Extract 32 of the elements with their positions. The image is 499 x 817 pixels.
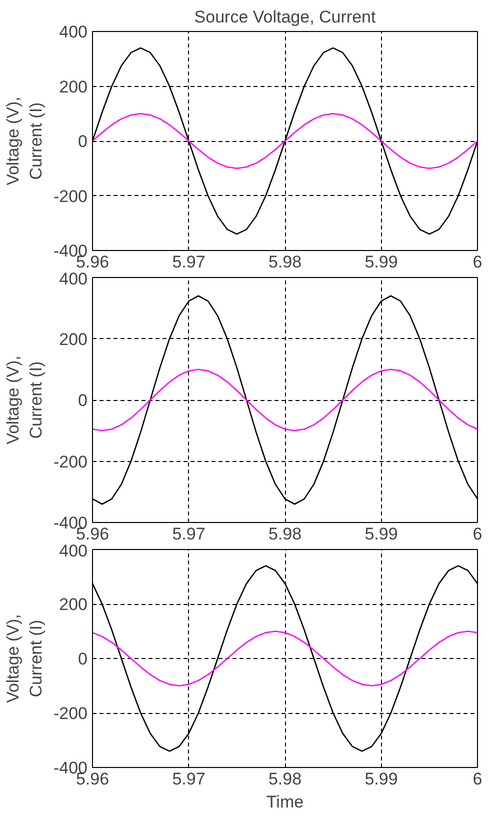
x-tick-label: 5.97 <box>172 770 206 788</box>
x-tick-label: 5.99 <box>364 252 398 272</box>
y-tick-label: 0 <box>78 391 88 410</box>
x-tick-label: 6 <box>472 770 482 788</box>
x-tick-label: 6 <box>472 252 482 272</box>
x-tick-label: 5.98 <box>268 252 302 272</box>
line-series <box>92 112 478 170</box>
y-axis-title: Voltage (V), Current (I) <box>4 614 46 703</box>
x-tick-label: 5.97 <box>172 524 206 544</box>
y-tick-label: 0 <box>78 132 88 151</box>
x-axis-title: Time <box>266 792 304 812</box>
y-tick-label: 400 <box>59 22 88 42</box>
x-tick-label: 5.99 <box>364 524 398 544</box>
y-tick-label: 200 <box>59 595 88 614</box>
x-tick-label: 5.98 <box>268 770 302 788</box>
x-tick-label: 5.97 <box>172 252 206 272</box>
x-tick-label: 6 <box>472 524 482 544</box>
y-tick-label: 200 <box>59 330 88 349</box>
y-axis-title: Voltage (V), Current (I) <box>4 96 46 186</box>
y-tick-label: -200 <box>53 186 88 206</box>
y-axis-title: Voltage (V), Current (I) <box>4 356 46 444</box>
x-tick-label: 5.98 <box>268 524 302 544</box>
chart-title: Source Voltage, Current <box>194 8 376 26</box>
y-tick-label: 400 <box>59 542 88 560</box>
x-tick-label: 5.99 <box>364 770 398 788</box>
y-tick-label: 0 <box>78 650 88 668</box>
line-series <box>92 630 478 686</box>
y-tick-label: 200 <box>59 77 88 96</box>
y-tick-label: -200 <box>53 452 88 472</box>
y-tick-label: -200 <box>53 704 88 723</box>
y-tick-label: 400 <box>59 270 88 288</box>
line-series <box>92 368 478 432</box>
